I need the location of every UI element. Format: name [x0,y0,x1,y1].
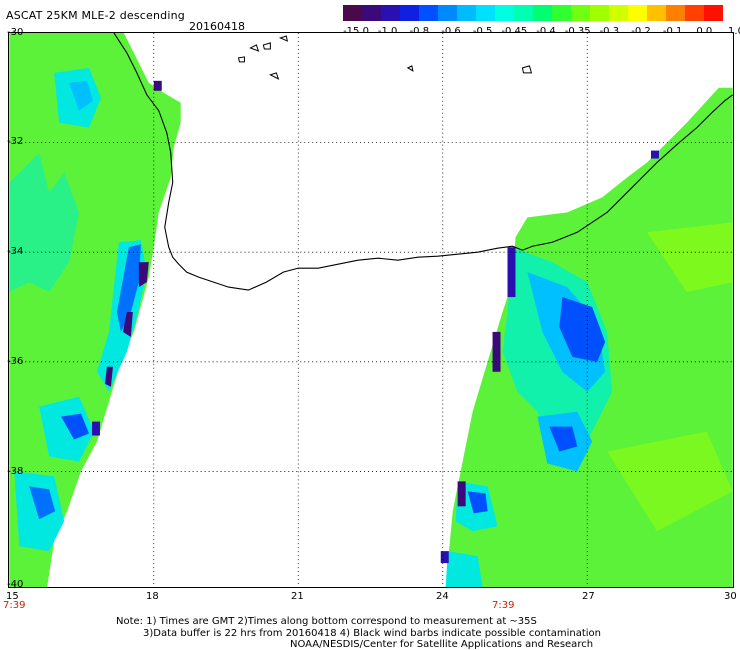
colorbar-segment [476,5,495,21]
colorbar-segment [533,5,552,21]
colorbar-tick-label: -0.35 [564,26,591,37]
colorbar-segment [704,5,723,21]
pass-time-right: 7:39 [492,600,515,611]
lon-label: 21 [291,591,304,602]
colorbar-segment [381,5,400,21]
lat-label: -32 [7,136,24,147]
colorbar-segment [666,5,685,21]
colorbar-segment [647,5,666,21]
colorbar-tick-label: -15.0 [343,26,369,37]
lat-label: -36 [7,356,24,367]
note-line-1: Note: 1) Times are GMT 2)Times along bot… [116,616,537,627]
lat-lon-grid [9,33,733,587]
colorbar-tick-label: 1.0 [728,26,740,37]
colorbar-segment [343,5,362,21]
lon-label: 18 [146,591,159,602]
coastline [113,33,733,291]
colorbar-segment [590,5,609,21]
colorbar-tick-label: -0.4 [536,26,556,37]
map-panel [8,32,734,588]
colorbar-segment [495,5,514,21]
colorbar-segment [457,5,476,21]
note-line-3: NOAA/NESDIS/Center for Satellite Applica… [290,639,594,650]
lat-label: -38 [7,466,24,477]
colorbar-segment [514,5,533,21]
colorbar-tick-label: -0.8 [409,26,430,37]
colorbar-segment [419,5,438,21]
colorbar-tick-label: -0.3 [599,26,620,37]
product-title: ASCAT 25KM MLE-2 descending [6,9,185,22]
colorbar-segment [362,5,381,21]
colorbar-tick-label: -0.5 [472,26,493,37]
colorbar-segment [438,5,457,21]
colorbar-tick-label: -1.0 [377,26,398,37]
color-scale-labels: -15.0 -1.0 -0.8 -0.6 -0.5 -0.45 -0.4 -0.35 -0.3-… [330,26,740,38]
colorbar-tick-label: -0.6 [441,26,461,37]
colorbar-segment [685,5,704,21]
lon-label: 30 [724,591,737,602]
lon-label: 27 [582,591,595,602]
colorbar-segment [628,5,647,21]
colorbar-tick-label: -0.45 [501,26,528,37]
color-scale-bar [343,5,723,21]
lat-label: -30 [7,27,24,38]
pass-time-left: 7:39 [3,600,26,611]
lon-label: 24 [436,591,449,602]
colorbar-segment [400,5,419,21]
colorbar-tick-label: -0.1 [662,26,683,37]
colorbar-segment [571,5,590,21]
product-date: 20160418 [189,20,245,33]
note-line-2: 3)Data buffer is 22 hrs from 20160418 4)… [143,628,601,639]
colorbar-segment [609,5,628,21]
lat-label: -34 [7,246,24,257]
colorbar-tick-label: -0.2 [631,26,651,37]
colorbar-segment [552,5,571,21]
lat-label: -40 [7,579,24,590]
colorbar-tick-label: 0.0 [696,26,713,37]
lon-label: 15 [6,591,19,602]
